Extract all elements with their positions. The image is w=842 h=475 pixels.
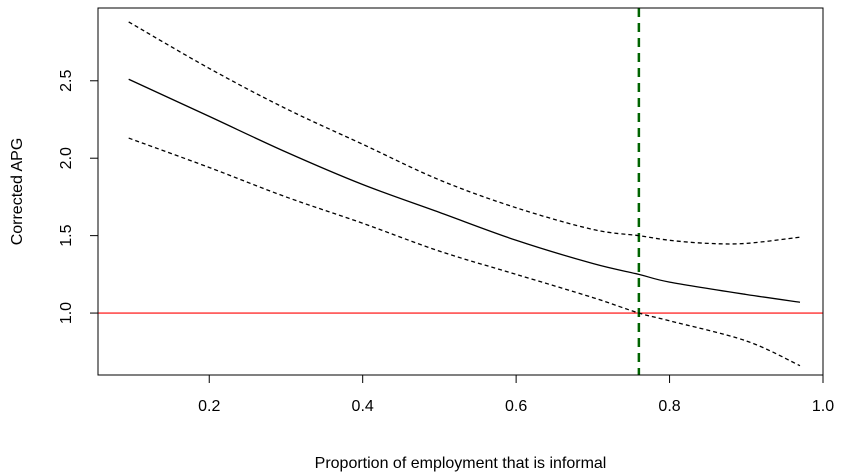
y-tick-label: 2.0: [58, 147, 75, 169]
y-tick-label: 2.5: [58, 70, 75, 92]
y-tick-label: 1.0: [58, 302, 75, 324]
x-tick-label: 0.2: [198, 398, 220, 415]
plot-frame: [97, 7, 824, 376]
series-line-upper-bound: [128, 21, 801, 245]
y-tick-label: 1.5: [58, 224, 75, 246]
y-axis: 1.0 1.5 2.0 2.5: [58, 70, 99, 324]
x-tick-label: 1.0: [812, 398, 834, 415]
x-axis-label: Proportion of employment that is informa…: [315, 455, 607, 472]
x-axis: 0.2 0.4 0.6 0.8 1.0: [198, 374, 834, 415]
series-line-lower-bound: [128, 137, 801, 367]
x-tick-label: 0.8: [658, 398, 680, 415]
y-axis-label: Corrected APG: [9, 138, 26, 246]
x-tick-label: 0.6: [505, 398, 527, 415]
x-tick-label: 0.4: [352, 398, 374, 415]
plot-area: [98, 8, 823, 375]
series-line-estimate: [128, 78, 801, 303]
